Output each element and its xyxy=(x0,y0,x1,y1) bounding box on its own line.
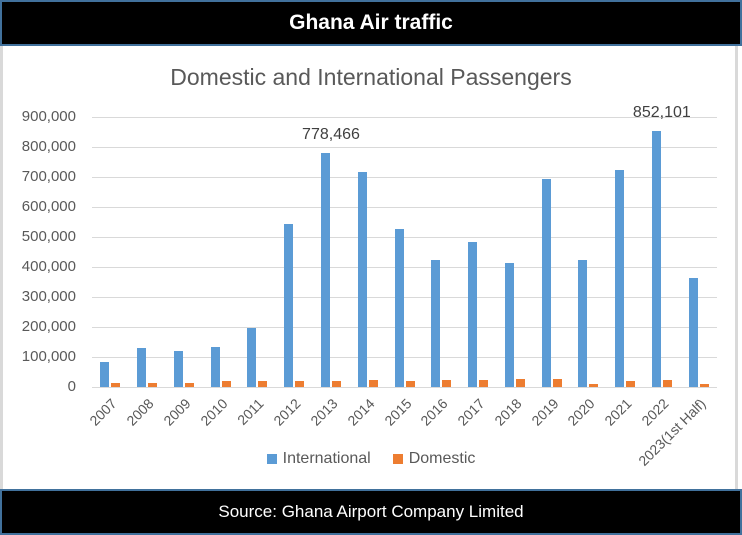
legend-swatch-international xyxy=(266,454,277,464)
bar-international-2013 xyxy=(320,153,330,387)
bar-domestic-2009 xyxy=(184,382,194,387)
y-tick-label: 200,000 xyxy=(21,318,76,335)
data-label: 852,101 xyxy=(632,104,691,122)
data-label: 778,466 xyxy=(302,126,360,144)
y-tick-label: 400,000 xyxy=(21,258,76,275)
bar-international-2019 xyxy=(541,179,551,387)
legend-label-domestic: Domestic xyxy=(408,450,476,467)
bar-domestic-2012 xyxy=(295,381,305,387)
y-tick-label: 600,000 xyxy=(21,198,76,215)
bar-international-2015 xyxy=(394,228,404,387)
bar-international-2023(1st Half) xyxy=(688,277,698,387)
chart-legend: International Domestic xyxy=(0,450,742,468)
bar-international-2022 xyxy=(651,131,661,387)
bar-domestic-2018 xyxy=(515,378,525,387)
legend-item-international: International xyxy=(266,450,371,468)
bar-domestic-2007 xyxy=(111,383,121,387)
bar-domestic-2021 xyxy=(626,381,636,387)
bar-international-2011 xyxy=(247,327,257,387)
bar-domestic-2016 xyxy=(442,379,452,387)
legend-swatch-domestic xyxy=(392,454,403,464)
gridline xyxy=(92,177,717,178)
gridline xyxy=(92,207,717,208)
source-text: Source: Ghana Airport Company Limited xyxy=(218,502,524,521)
bar-international-2010 xyxy=(210,346,220,387)
chart-title: Domestic and International Passengers xyxy=(170,64,572,90)
y-tick-label: 500,000 xyxy=(21,228,76,245)
bar-domestic-2013 xyxy=(331,381,341,387)
gridline xyxy=(92,387,717,388)
gridline xyxy=(92,297,717,298)
bar-domestic-2011 xyxy=(258,381,268,387)
y-tick-label: 300,000 xyxy=(21,288,76,305)
bar-international-2008 xyxy=(137,347,147,387)
header-banner: Ghana Air traffic xyxy=(0,0,742,46)
bar-domestic-2023(1st Half) xyxy=(699,384,709,387)
y-tick-label: 100,000 xyxy=(21,348,76,365)
bar-international-2021 xyxy=(615,169,625,387)
bar-domestic-2022 xyxy=(662,379,672,387)
bar-domestic-2015 xyxy=(405,381,415,387)
gridline xyxy=(92,267,717,268)
bar-international-2018 xyxy=(504,262,514,387)
y-tick-label: 700,000 xyxy=(21,168,76,185)
y-tick-label: 900,000 xyxy=(21,108,76,125)
gridline xyxy=(92,117,717,118)
bar-international-2016 xyxy=(431,260,441,387)
bar-international-2009 xyxy=(173,350,183,387)
bar-international-2012 xyxy=(284,224,294,387)
gridline xyxy=(92,327,717,328)
y-tick-label: 800,000 xyxy=(21,138,76,155)
bar-domestic-2020 xyxy=(589,384,599,387)
bar-domestic-2010 xyxy=(221,381,231,387)
gridline xyxy=(92,237,717,238)
footer-banner: Source: Ghana Airport Company Limited xyxy=(0,489,742,535)
bar-domestic-2014 xyxy=(368,379,378,387)
header-title: Ghana Air traffic xyxy=(289,11,453,34)
y-tick-label: 0 xyxy=(67,378,76,395)
bar-international-2007 xyxy=(100,361,110,387)
legend-item-domestic: Domestic xyxy=(392,450,476,468)
gridline xyxy=(92,147,717,148)
bar-domestic-2019 xyxy=(552,378,562,387)
bar-domestic-2008 xyxy=(148,382,158,387)
bar-international-2014 xyxy=(357,171,367,387)
gridline xyxy=(92,357,717,358)
bar-international-2017 xyxy=(468,241,478,387)
bar-domestic-2017 xyxy=(479,379,489,387)
legend-label-international: International xyxy=(282,450,371,467)
bar-international-2020 xyxy=(578,259,588,387)
